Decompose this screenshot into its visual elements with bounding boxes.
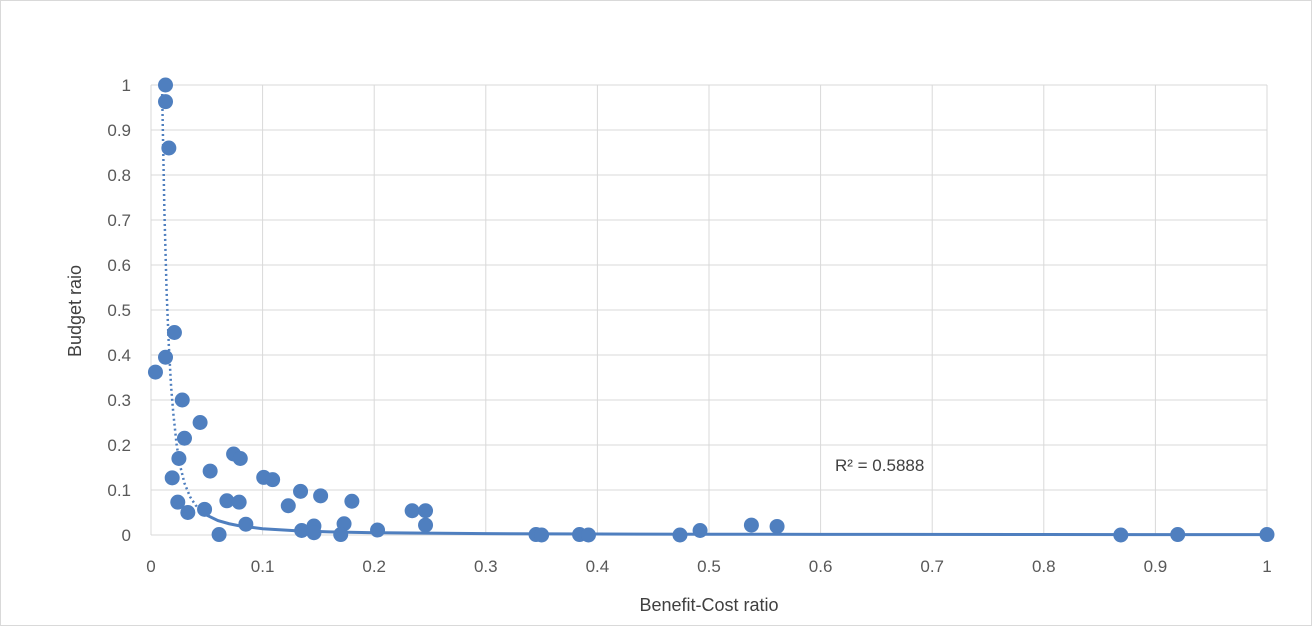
data-point <box>1259 527 1275 543</box>
y-tick-label: 1 <box>122 76 131 95</box>
data-point <box>176 430 192 446</box>
data-point <box>174 392 190 408</box>
data-point <box>534 527 550 543</box>
x-tick-label: 1 <box>1262 557 1271 576</box>
data-point <box>232 451 248 466</box>
x-tick-label: 0.7 <box>920 557 944 576</box>
data-point <box>158 94 174 110</box>
y-tick-label: 0.3 <box>107 391 131 410</box>
x-tick-label: 0.2 <box>362 557 386 576</box>
data-point <box>158 77 174 93</box>
data-point <box>580 527 596 543</box>
data-point <box>238 516 254 532</box>
data-point <box>769 518 785 534</box>
y-tick-label: 0.9 <box>107 121 131 140</box>
x-axis-title: Benefit-Cost ratio <box>639 595 778 615</box>
data-point <box>418 517 434 533</box>
data-point <box>280 498 296 514</box>
data-point <box>1170 527 1186 543</box>
data-point <box>164 470 180 486</box>
data-point <box>161 140 177 156</box>
data-point <box>211 527 227 543</box>
data-point <box>313 488 329 504</box>
data-point <box>743 517 759 533</box>
points-layer <box>147 77 1275 543</box>
x-tick-label: 0.9 <box>1144 557 1168 576</box>
x-tick-label: 0.3 <box>474 557 498 576</box>
x-tick-label: 0.5 <box>697 557 721 576</box>
data-point <box>306 525 322 541</box>
axis-layer: 0 0.1 0.2 0.3 0.4 0.5 0.6 0.7 0.8 0.9 1 0 0.1 0.2 0.3 0… <box>107 76 1271 576</box>
data-point <box>294 523 310 538</box>
y-tick-label: 0.1 <box>107 481 131 500</box>
trendline-layer <box>160 93 1268 537</box>
x-tick-label: 0.1 <box>251 557 275 576</box>
data-point <box>1113 527 1129 543</box>
y-tick-label: 0.2 <box>107 436 131 455</box>
data-point <box>147 364 163 380</box>
data-point <box>333 527 349 543</box>
y-tick-label: 0.7 <box>107 211 131 230</box>
data-point <box>158 349 174 365</box>
x-tick-label: 0.8 <box>1032 557 1056 576</box>
x-tick-label: 0 <box>146 557 155 576</box>
trendline-dotted <box>160 93 208 517</box>
data-point <box>672 527 688 543</box>
y-tick-label: 0.4 <box>107 346 131 365</box>
trendline-solid <box>206 513 1268 537</box>
data-point <box>170 494 186 510</box>
data-point <box>197 501 213 517</box>
data-point <box>293 483 309 499</box>
r-squared-label: R² = 0.5888 <box>835 456 924 475</box>
x-tick-label: 0.4 <box>586 557 610 576</box>
data-point <box>202 463 218 479</box>
data-point <box>171 451 187 466</box>
data-point <box>219 493 235 509</box>
data-point <box>231 494 247 510</box>
y-tick-label: 0.6 <box>107 256 131 275</box>
data-point <box>692 523 708 538</box>
data-point <box>166 325 182 340</box>
y-tick-label: 0.8 <box>107 166 131 185</box>
data-point <box>404 503 420 519</box>
data-point <box>180 505 196 520</box>
data-point <box>344 493 360 509</box>
data-point <box>418 503 434 519</box>
y-tick-label: 0 <box>122 526 131 545</box>
grid-layer <box>150 84 1268 536</box>
data-point <box>192 415 208 430</box>
x-tick-label: 0.6 <box>809 557 833 576</box>
y-axis-title: Budget raio <box>65 265 85 357</box>
data-point <box>265 472 281 488</box>
data-point <box>370 522 386 538</box>
y-tick-label: 0.5 <box>107 301 131 320</box>
